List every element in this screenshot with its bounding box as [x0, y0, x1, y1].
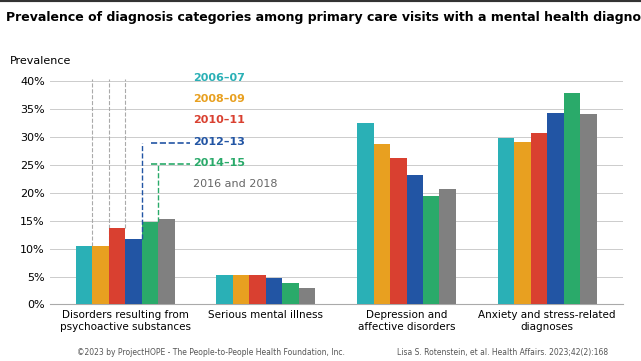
Bar — [423, 196, 440, 304]
Text: 2008–09: 2008–09 — [194, 94, 245, 104]
Bar — [357, 123, 374, 304]
Text: 2010–11: 2010–11 — [194, 116, 245, 125]
Text: Prevalence of diagnosis categories among primary care visits with a mental healt: Prevalence of diagnosis categories among… — [6, 11, 641, 24]
Bar — [563, 92, 580, 304]
Bar — [109, 228, 125, 304]
Text: 2012–13: 2012–13 — [194, 136, 245, 147]
Bar — [531, 133, 547, 304]
Text: 2006–07: 2006–07 — [194, 73, 245, 83]
Bar — [390, 158, 406, 304]
Bar — [125, 239, 142, 304]
Bar — [282, 283, 299, 304]
Bar — [266, 278, 282, 304]
Bar — [217, 275, 233, 304]
Bar — [547, 113, 563, 304]
Text: Prevalence: Prevalence — [10, 56, 71, 66]
Bar — [374, 144, 390, 304]
Bar — [92, 246, 109, 304]
Bar — [142, 222, 158, 304]
Bar — [249, 275, 266, 304]
Bar — [233, 275, 249, 304]
Bar — [299, 288, 315, 304]
Bar — [440, 189, 456, 304]
Text: ©2023 by ProjectHOPE - The People-to-People Health Foundation, Inc.: ©2023 by ProjectHOPE - The People-to-Peo… — [77, 348, 345, 357]
Bar — [514, 142, 531, 304]
Bar — [406, 174, 423, 304]
Bar — [158, 219, 174, 304]
Bar — [580, 114, 597, 304]
Text: Lisa S. Rotenstein, et al. Health Affairs. 2023;42(2):168: Lisa S. Rotenstein, et al. Health Affair… — [397, 348, 608, 357]
Bar — [498, 138, 514, 304]
Text: 2014–15: 2014–15 — [194, 158, 246, 168]
Text: 2016 and 2018: 2016 and 2018 — [194, 179, 278, 189]
Bar — [76, 246, 92, 304]
